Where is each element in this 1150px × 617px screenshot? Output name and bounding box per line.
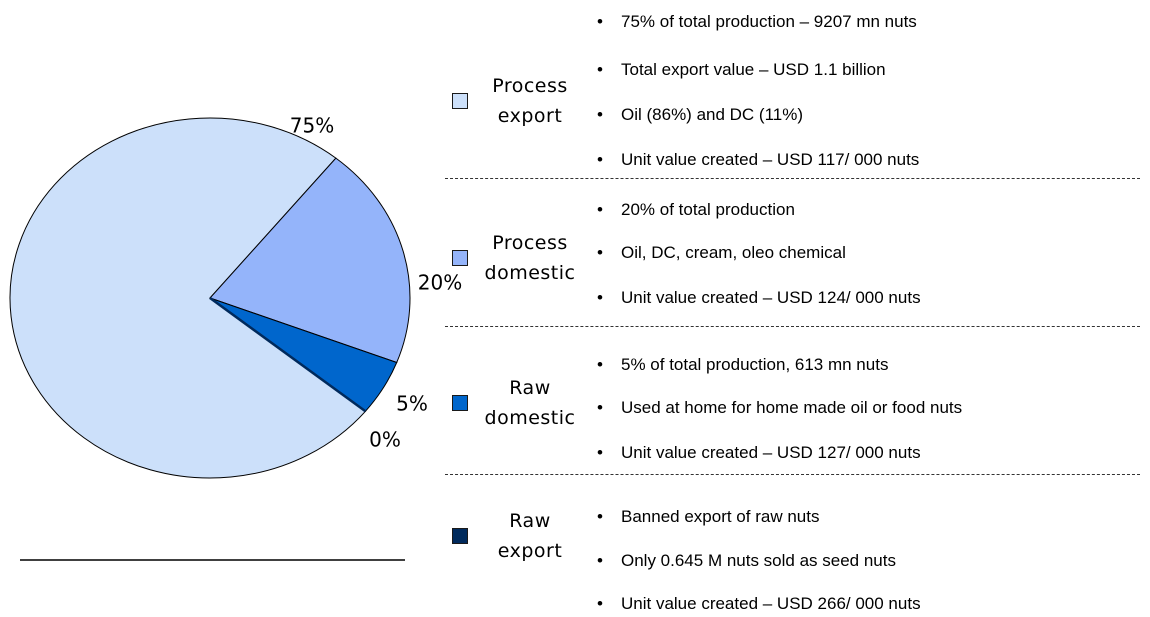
note: Only 0.645 M nuts sold as seed nuts — [597, 551, 896, 571]
note: Used at home for home made oil or food n… — [597, 398, 962, 418]
note: 75% of total production – 9207 mn nuts — [597, 12, 917, 32]
value-label: 0% — [369, 428, 401, 452]
note: Total export value – USD 1.1 billion — [597, 60, 886, 80]
legend-entry: Raw export — [452, 504, 602, 568]
legend-entry: Raw domestic — [452, 371, 602, 435]
legend-label: Raw export — [497, 510, 563, 562]
note-text: 20% of total production — [621, 200, 795, 219]
note: Oil (86%) and DC (11%) — [597, 105, 803, 125]
legend-entry: Process export — [452, 69, 602, 133]
note: 5% of total production, 613 mn nuts — [597, 355, 888, 375]
note-text: Used at home for home made oil or food n… — [621, 398, 963, 417]
note: 20% of total production — [597, 200, 795, 220]
note-text: Unit value created – USD 117/ 000 nuts — [621, 150, 920, 169]
note-text: Only 0.645 M nuts sold as seed nuts — [621, 551, 896, 570]
legend-label: Process export — [492, 75, 568, 127]
note: Unit value created – USD 127/ 000 nuts — [597, 443, 921, 463]
separator — [445, 178, 1140, 179]
legend-swatch — [452, 395, 468, 411]
value-label: 5% — [396, 392, 428, 416]
note-text: Unit value created – USD 124/ 000 nuts — [621, 288, 921, 307]
legend-swatch — [452, 93, 468, 109]
legend-label: Process domestic — [484, 232, 576, 284]
note-text: 5% of total production, 613 mn nuts — [621, 355, 889, 374]
note: Unit value created – USD 124/ 000 nuts — [597, 288, 921, 308]
value-label: 20% — [418, 271, 462, 295]
note-text: Oil (86%) and DC (11%) — [621, 105, 804, 124]
note-text: Banned export of raw nuts — [621, 507, 820, 526]
legend-entry: Process domestic — [452, 226, 602, 290]
legend-swatch — [452, 250, 468, 266]
note-text: Unit value created – USD 127/ 000 nuts — [621, 443, 921, 462]
note-text: Oil, DC, cream, oleo chemical — [621, 243, 846, 262]
separator — [445, 474, 1140, 475]
note-text: Unit value created – USD 266/ 000 nuts — [621, 594, 921, 613]
note: Unit value created – USD 117/ 000 nuts — [597, 150, 919, 170]
note-text: Total export value – USD 1.1 billion — [621, 60, 886, 79]
legend-label: Raw domestic — [484, 377, 576, 429]
note-text: 75% of total production – 9207 mn nuts — [621, 12, 917, 31]
note: Unit value created – USD 266/ 000 nuts — [597, 594, 921, 614]
pie-slice — [9, 117, 367, 479]
pie-slice — [209, 157, 411, 364]
note: Oil, DC, cream, oleo chemical — [597, 243, 846, 263]
separator — [445, 326, 1140, 327]
legend-swatch — [452, 528, 468, 544]
pie-slice — [209, 297, 398, 412]
note: Banned export of raw nuts — [597, 507, 819, 527]
value-label: 75% — [290, 114, 334, 138]
